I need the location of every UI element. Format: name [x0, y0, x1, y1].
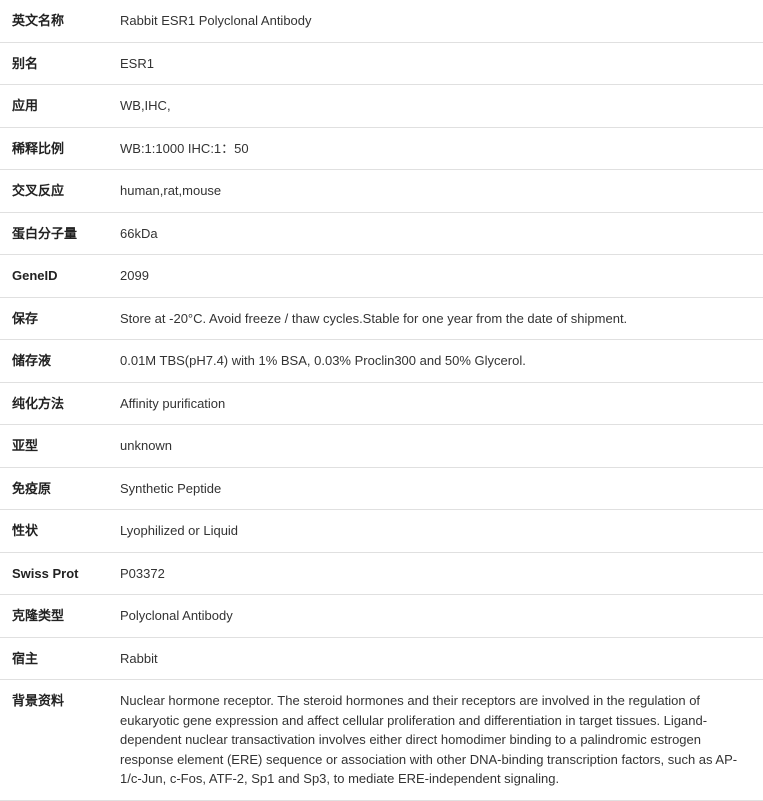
spec-row: 英文名称Rabbit ESR1 Polyclonal Antibody [0, 0, 763, 43]
spec-row: 保存Store at -20°C. Avoid freeze / thaw cy… [0, 298, 763, 341]
spec-label: 纯化方法 [0, 383, 120, 425]
spec-value: Affinity purification [120, 383, 237, 425]
spec-row: Swiss ProtP03372 [0, 553, 763, 596]
spec-label: 克隆类型 [0, 595, 120, 637]
spec-label: Swiss Prot [0, 553, 120, 595]
spec-row: 别名ESR1 [0, 43, 763, 86]
spec-label: 保存 [0, 298, 120, 340]
spec-row: 性状Lyophilized or Liquid [0, 510, 763, 553]
spec-label: 宿主 [0, 638, 120, 680]
spec-value: WB:1:1000 IHC:1：50 [120, 128, 261, 170]
spec-row: 纯化方法Affinity purification [0, 383, 763, 426]
spec-row: 背景资料Nuclear hormone receptor. The steroi… [0, 680, 763, 801]
spec-row: 交叉反应human,rat,mouse [0, 170, 763, 213]
spec-row: 免疫原Synthetic Peptide [0, 468, 763, 511]
spec-label: 蛋白分子量 [0, 213, 120, 255]
spec-label: 英文名称 [0, 0, 120, 42]
spec-value: unknown [120, 425, 184, 467]
spec-value: ESR1 [120, 43, 166, 85]
spec-label: 亚型 [0, 425, 120, 467]
spec-row: 蛋白分子量66kDa [0, 213, 763, 256]
spec-value: Nuclear hormone receptor. The steroid ho… [120, 680, 763, 800]
spec-table: 英文名称Rabbit ESR1 Polyclonal Antibody别名ESR… [0, 0, 763, 801]
spec-label: 交叉反应 [0, 170, 120, 212]
spec-row: 宿主Rabbit [0, 638, 763, 681]
spec-value: 2099 [120, 255, 161, 297]
spec-label: 背景资料 [0, 680, 120, 800]
spec-value: Synthetic Peptide [120, 468, 233, 510]
spec-row: 应用WB,IHC, [0, 85, 763, 128]
spec-label: 免疫原 [0, 468, 120, 510]
spec-row: 亚型unknown [0, 425, 763, 468]
spec-label: 储存液 [0, 340, 120, 382]
spec-value: Rabbit ESR1 Polyclonal Antibody [120, 0, 324, 42]
spec-label: 性状 [0, 510, 120, 552]
spec-row: GeneID2099 [0, 255, 763, 298]
spec-value: human,rat,mouse [120, 170, 233, 212]
spec-value: 0.01M TBS(pH7.4) with 1% BSA, 0.03% Proc… [120, 340, 538, 382]
spec-row: 稀释比例WB:1:1000 IHC:1：50 [0, 128, 763, 171]
spec-row: 克隆类型Polyclonal Antibody [0, 595, 763, 638]
spec-label: 稀释比例 [0, 128, 120, 170]
spec-value: Store at -20°C. Avoid freeze / thaw cycl… [120, 298, 639, 340]
spec-value: WB,IHC, [120, 85, 183, 127]
spec-row: 储存液0.01M TBS(pH7.4) with 1% BSA, 0.03% P… [0, 340, 763, 383]
spec-value: Lyophilized or Liquid [120, 510, 250, 552]
spec-label: GeneID [0, 255, 120, 297]
spec-value: P03372 [120, 553, 177, 595]
spec-value: 66kDa [120, 213, 170, 255]
spec-label: 应用 [0, 85, 120, 127]
spec-value: Rabbit [120, 638, 170, 680]
spec-label: 别名 [0, 43, 120, 85]
spec-value: Polyclonal Antibody [120, 595, 245, 637]
